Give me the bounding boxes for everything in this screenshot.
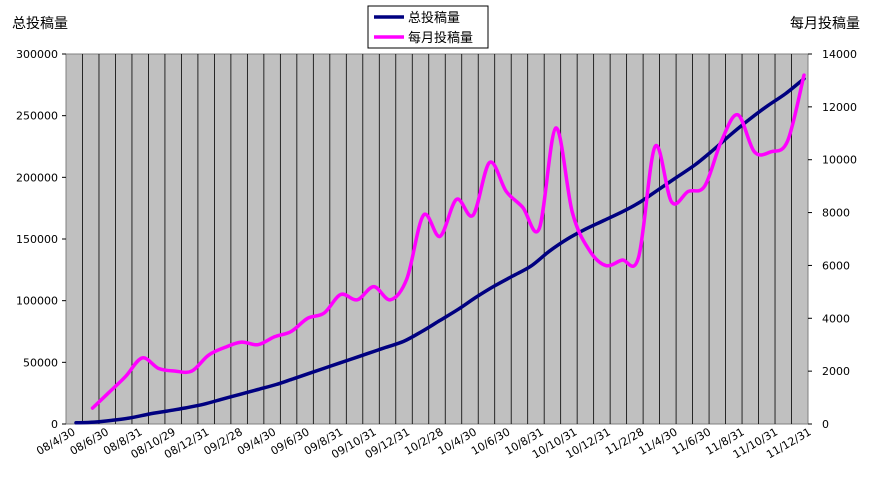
left-tick-label: 250000 xyxy=(16,110,58,123)
left-tick-label: 50000 xyxy=(23,356,58,369)
right-axis-title: 每月投稿量 xyxy=(790,16,860,32)
legend-label-monthly: 每月投稿量 xyxy=(408,30,473,46)
right-tick-label: 12000 xyxy=(822,101,857,114)
right-tick-label: 4000 xyxy=(822,312,850,325)
right-tick-label: 2000 xyxy=(822,365,850,378)
series-line-monthly xyxy=(90,73,806,410)
grid-lines xyxy=(82,54,792,424)
right-tick-label: 0 xyxy=(822,418,829,431)
left-tick-label: 0 xyxy=(51,418,58,431)
right-tick-label: 10000 xyxy=(822,154,857,167)
series-lines xyxy=(74,73,806,425)
plot-area xyxy=(65,53,809,425)
right-tick-label: 6000 xyxy=(822,259,850,272)
legend: 总投稿量 每月投稿量 xyxy=(367,5,489,49)
left-tick-label: 100000 xyxy=(16,295,58,308)
left-axis-title: 总投稿量 xyxy=(12,16,68,32)
right-tick-label: 14000 xyxy=(822,48,857,61)
series-line-total xyxy=(74,76,806,425)
plot-background xyxy=(65,53,809,425)
left-tick-label: 150000 xyxy=(16,233,58,246)
left-tick-label: 200000 xyxy=(16,171,58,184)
legend-label-total: 总投稿量 xyxy=(408,10,460,26)
legend-box xyxy=(367,5,489,49)
left-tick-label: 300000 xyxy=(16,48,58,61)
right-tick-label: 8000 xyxy=(822,207,850,220)
